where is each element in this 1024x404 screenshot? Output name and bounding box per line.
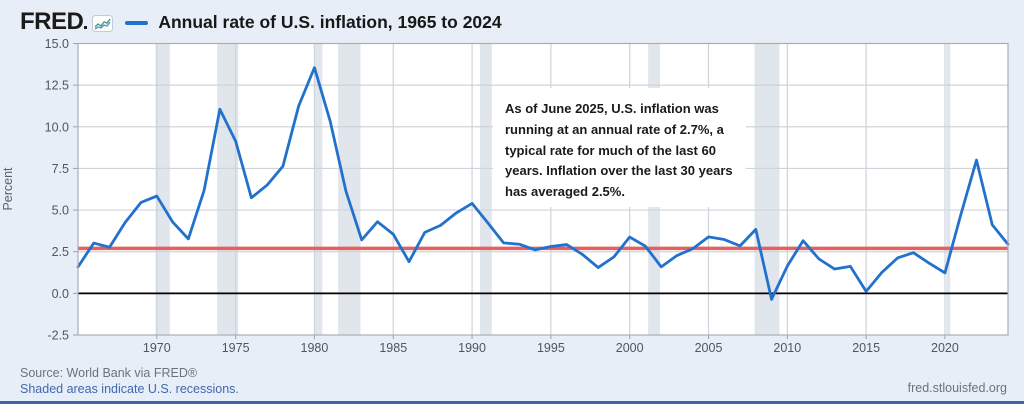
- recession-band: [479, 43, 492, 335]
- y-axis-title: Percent: [1, 167, 15, 211]
- y-tick-label: 0.0: [52, 287, 69, 301]
- recession-band: [338, 43, 361, 335]
- recession-band: [754, 43, 780, 335]
- y-tick-label: 10.0: [45, 120, 69, 134]
- x-tick-label: 2020: [931, 341, 959, 355]
- plot-border: [77, 42, 1009, 336]
- x-tick-label: 2005: [695, 341, 723, 355]
- header: FRED Annual rate of U.S. inflation, 1965…: [20, 8, 502, 36]
- x-tick-label: 1990: [458, 341, 486, 355]
- inflation-line-series: [76, 66, 1010, 301]
- recession-band: [946, 43, 951, 335]
- x-tick-label: 1975: [222, 341, 250, 355]
- recession-band: [155, 43, 170, 335]
- y-tick-label: 7.5: [52, 162, 69, 176]
- recessions-note-link[interactable]: Shaded areas indicate U.S. recessions.: [20, 381, 239, 396]
- annotation-box: As of June 2025, U.S. inflation was runn…: [493, 88, 746, 207]
- x-tick-label: 2010: [773, 341, 801, 355]
- footer: Source: World Bank via FRED® Shaded area…: [20, 366, 239, 397]
- x-tick-label: 1980: [301, 341, 329, 355]
- annotation-text: As of June 2025, U.S. inflation was runn…: [505, 101, 733, 200]
- y-tick-label: 2.5: [52, 245, 69, 259]
- series-legend-key: [125, 21, 149, 25]
- y-tick-label: 5.0: [52, 204, 69, 218]
- x-tick-label: 1970: [143, 341, 171, 355]
- y-tick-label: 15.0: [45, 37, 69, 51]
- fred-url-text[interactable]: fred.stlouisfed.org: [907, 381, 1007, 395]
- fred-logo-text: FRED: [20, 8, 84, 35]
- x-tick-label: 2015: [852, 341, 880, 355]
- bottom-accent-bar: [0, 401, 1024, 404]
- y-tick-label: -2.5: [47, 329, 69, 343]
- page-title: Annual rate of U.S. inflation, 1965 to 2…: [158, 12, 502, 32]
- recession-band: [314, 43, 323, 335]
- x-tick-label: 1985: [379, 341, 407, 355]
- fred-sparkline-icon: [92, 14, 114, 32]
- source-text: Source: World Bank via FRED®: [20, 366, 198, 380]
- x-tick-label: 2000: [616, 341, 644, 355]
- fred-logo-dot: [84, 26, 88, 29]
- fred-logo: FRED: [20, 8, 88, 35]
- x-tick-label: 1995: [537, 341, 565, 355]
- y-tick-label: 12.5: [45, 79, 69, 93]
